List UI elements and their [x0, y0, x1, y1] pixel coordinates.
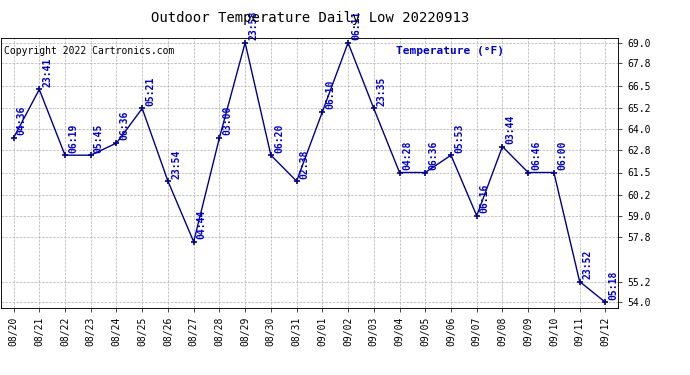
Text: Temperature (°F): Temperature (°F)	[396, 46, 504, 56]
Text: 05:45: 05:45	[94, 123, 104, 153]
Text: 23:54: 23:54	[171, 149, 181, 178]
Text: 02:38: 02:38	[299, 149, 310, 178]
Text: 06:36: 06:36	[119, 111, 130, 141]
Text: 06:11: 06:11	[351, 11, 361, 40]
Text: 06:00: 06:00	[557, 141, 567, 170]
Text: 04:28: 04:28	[402, 141, 413, 170]
Text: 03:00: 03:00	[222, 106, 233, 135]
Text: 06:36: 06:36	[428, 141, 438, 170]
Text: 03:44: 03:44	[506, 115, 515, 144]
Text: 06:20: 06:20	[274, 123, 284, 153]
Text: 23:41: 23:41	[42, 57, 52, 87]
Text: 05:21: 05:21	[146, 76, 155, 106]
Text: 06:19: 06:19	[68, 123, 78, 153]
Text: 06:46: 06:46	[531, 141, 541, 170]
Text: Outdoor Temperature Daily Low 20220913: Outdoor Temperature Daily Low 20220913	[151, 11, 470, 25]
Text: 04:36: 04:36	[17, 106, 27, 135]
Text: Copyright 2022 Cartronics.com: Copyright 2022 Cartronics.com	[3, 46, 174, 56]
Text: 06:10: 06:10	[326, 80, 335, 110]
Text: 23:58: 23:58	[248, 11, 258, 40]
Text: 04:44: 04:44	[197, 210, 207, 239]
Text: 23:35: 23:35	[377, 76, 387, 106]
Text: 06:16: 06:16	[480, 184, 490, 213]
Text: 05:53: 05:53	[454, 123, 464, 153]
Text: 23:52: 23:52	[583, 250, 593, 279]
Text: 05:18: 05:18	[609, 270, 618, 300]
